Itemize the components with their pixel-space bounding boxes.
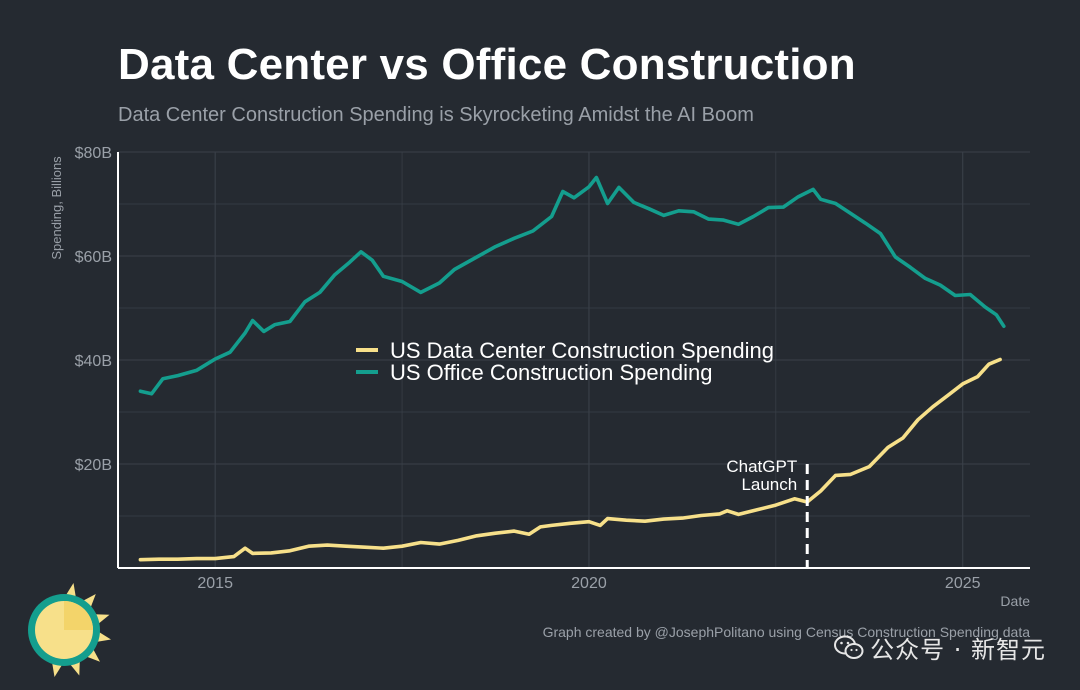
series-lines — [138, 175, 1006, 562]
annotation-text-line2: Launch — [741, 475, 797, 494]
x-axis-label: Date — [1000, 593, 1030, 609]
chatgpt-annotation: ChatGPT Launch — [726, 457, 809, 568]
sun-ray — [82, 594, 96, 609]
legend-label-office: US Office Construction Spending — [390, 360, 712, 385]
watermark: 公众号 · 新智元 — [834, 630, 1046, 665]
grid-lines — [118, 151, 1030, 568]
legend: US Data Center Construction Spending US … — [356, 338, 774, 385]
data-center-spending-line — [138, 357, 1002, 562]
annotation-text-line1: ChatGPT — [726, 457, 797, 476]
watermark-text: 公众号 · 新智元 — [870, 636, 1046, 664]
legend-label-data-center: US Data Center Construction Spending — [390, 338, 774, 363]
x-tick-label: 2015 — [197, 575, 233, 592]
wechat-icon — [834, 635, 864, 659]
y-tick-label: $80B — [75, 145, 112, 162]
sun-ray — [85, 648, 100, 662]
sun-highlight — [64, 601, 93, 630]
axes — [117, 152, 1030, 569]
y-axis-label: Spending, Billions — [49, 156, 64, 260]
x-tick-label: 2020 — [571, 575, 607, 592]
office-spending-line — [138, 175, 1006, 396]
sun-logo — [28, 583, 111, 677]
x-tick-labels: 2015 2020 2025 — [197, 575, 980, 592]
y-tick-label: $20B — [75, 457, 112, 474]
chart-subtitle: Data Center Construction Spending is Sky… — [118, 104, 754, 126]
x-tick-label: 2025 — [945, 575, 981, 592]
y-tick-label: $40B — [75, 353, 112, 370]
chart-title: Data Center vs Office Construction — [118, 40, 856, 89]
y-tick-label: $60B — [75, 249, 112, 266]
y-tick-labels: $20B $40B $60B $80B — [75, 145, 112, 474]
credit-text: Graph created by @JosephPolitano using C… — [542, 624, 1030, 640]
